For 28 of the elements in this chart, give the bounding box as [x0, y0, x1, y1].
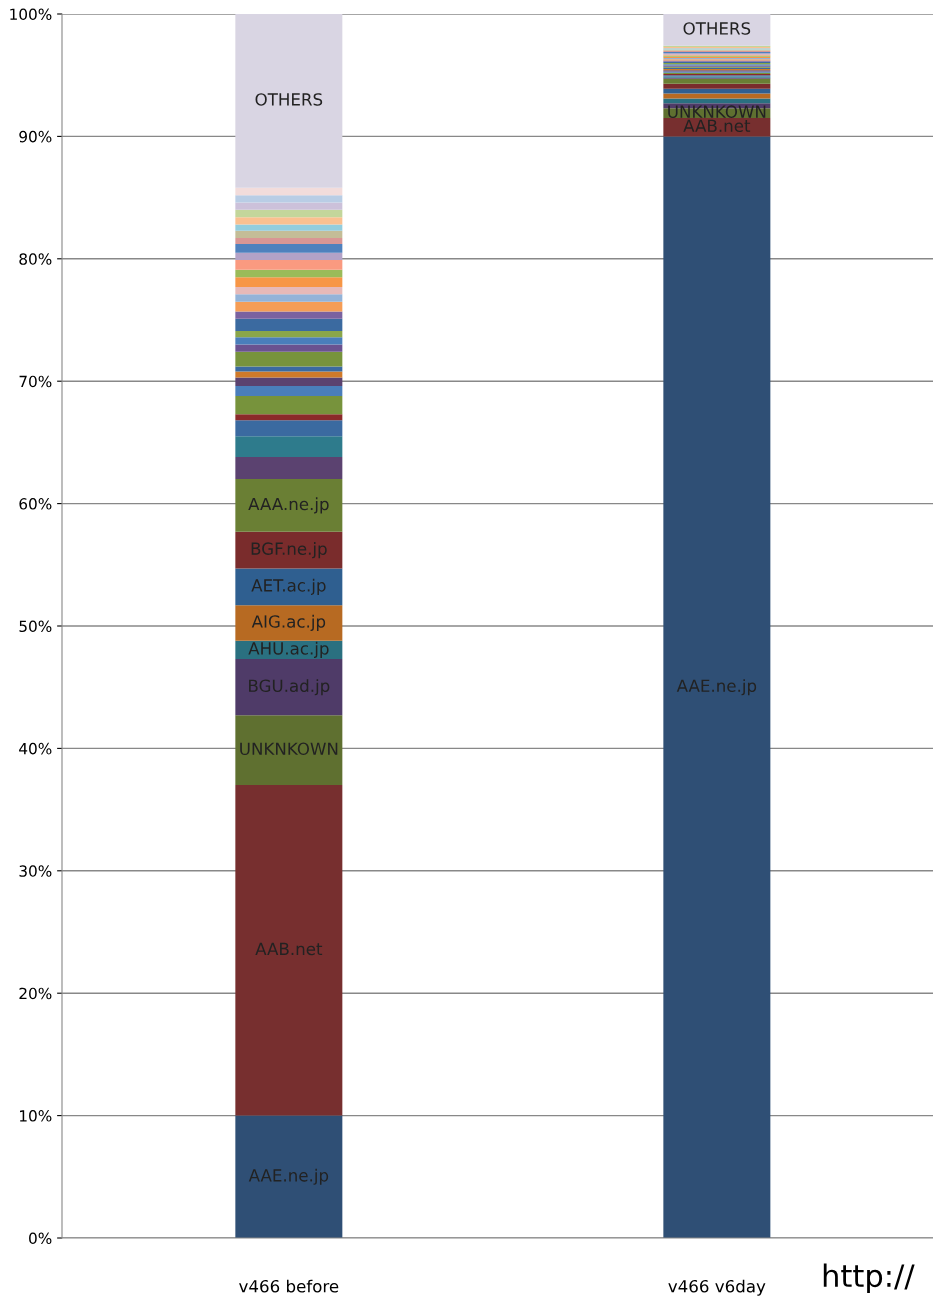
y-tick-label: 100%: [10, 8, 52, 21]
y-tick-label: 0%: [29, 1232, 52, 1245]
series-label: AAB.net: [683, 119, 751, 133]
text: UNKNKOWN: [240, 742, 338, 756]
series-label: OTHERS: [683, 22, 751, 35]
series-label: AAA.ne.jp: [248, 497, 329, 514]
series-label: AIG.ac.jp: [251, 614, 326, 632]
series-label: AAE.ne.jp: [676, 679, 757, 696]
y-tick-label: 50%: [19, 620, 52, 633]
x-tick-label: v466 v6day: [668, 1279, 766, 1296]
y-tick-label: 40%: [19, 742, 52, 755]
text: AAB.net: [255, 942, 323, 956]
y-tick-label: 70%: [19, 375, 52, 388]
y-tick-label: 10%: [20, 1110, 52, 1122]
series-label: UNKNKOWN: [668, 105, 766, 118]
y-tick-label: 90%: [19, 130, 52, 143]
x-tick-label: v466 before: [239, 1279, 339, 1293]
series-label: AHU.ac.jp: [248, 641, 329, 658]
y-tick-label: 30%: [19, 865, 52, 877]
y-tick-label: 20%: [19, 987, 52, 1000]
series-label: BGF.ne.jp: [251, 542, 327, 559]
series-label: BGU.ad.jp: [249, 679, 330, 696]
text: AAE.ne.jp: [248, 1168, 329, 1185]
text: http://: [823, 1263, 915, 1294]
text: OTHERS: [255, 93, 323, 106]
y-tick-label: 60%: [19, 498, 52, 510]
y-tick-label: 80%: [19, 253, 52, 265]
series-label: AET.ac.jp: [251, 578, 326, 595]
